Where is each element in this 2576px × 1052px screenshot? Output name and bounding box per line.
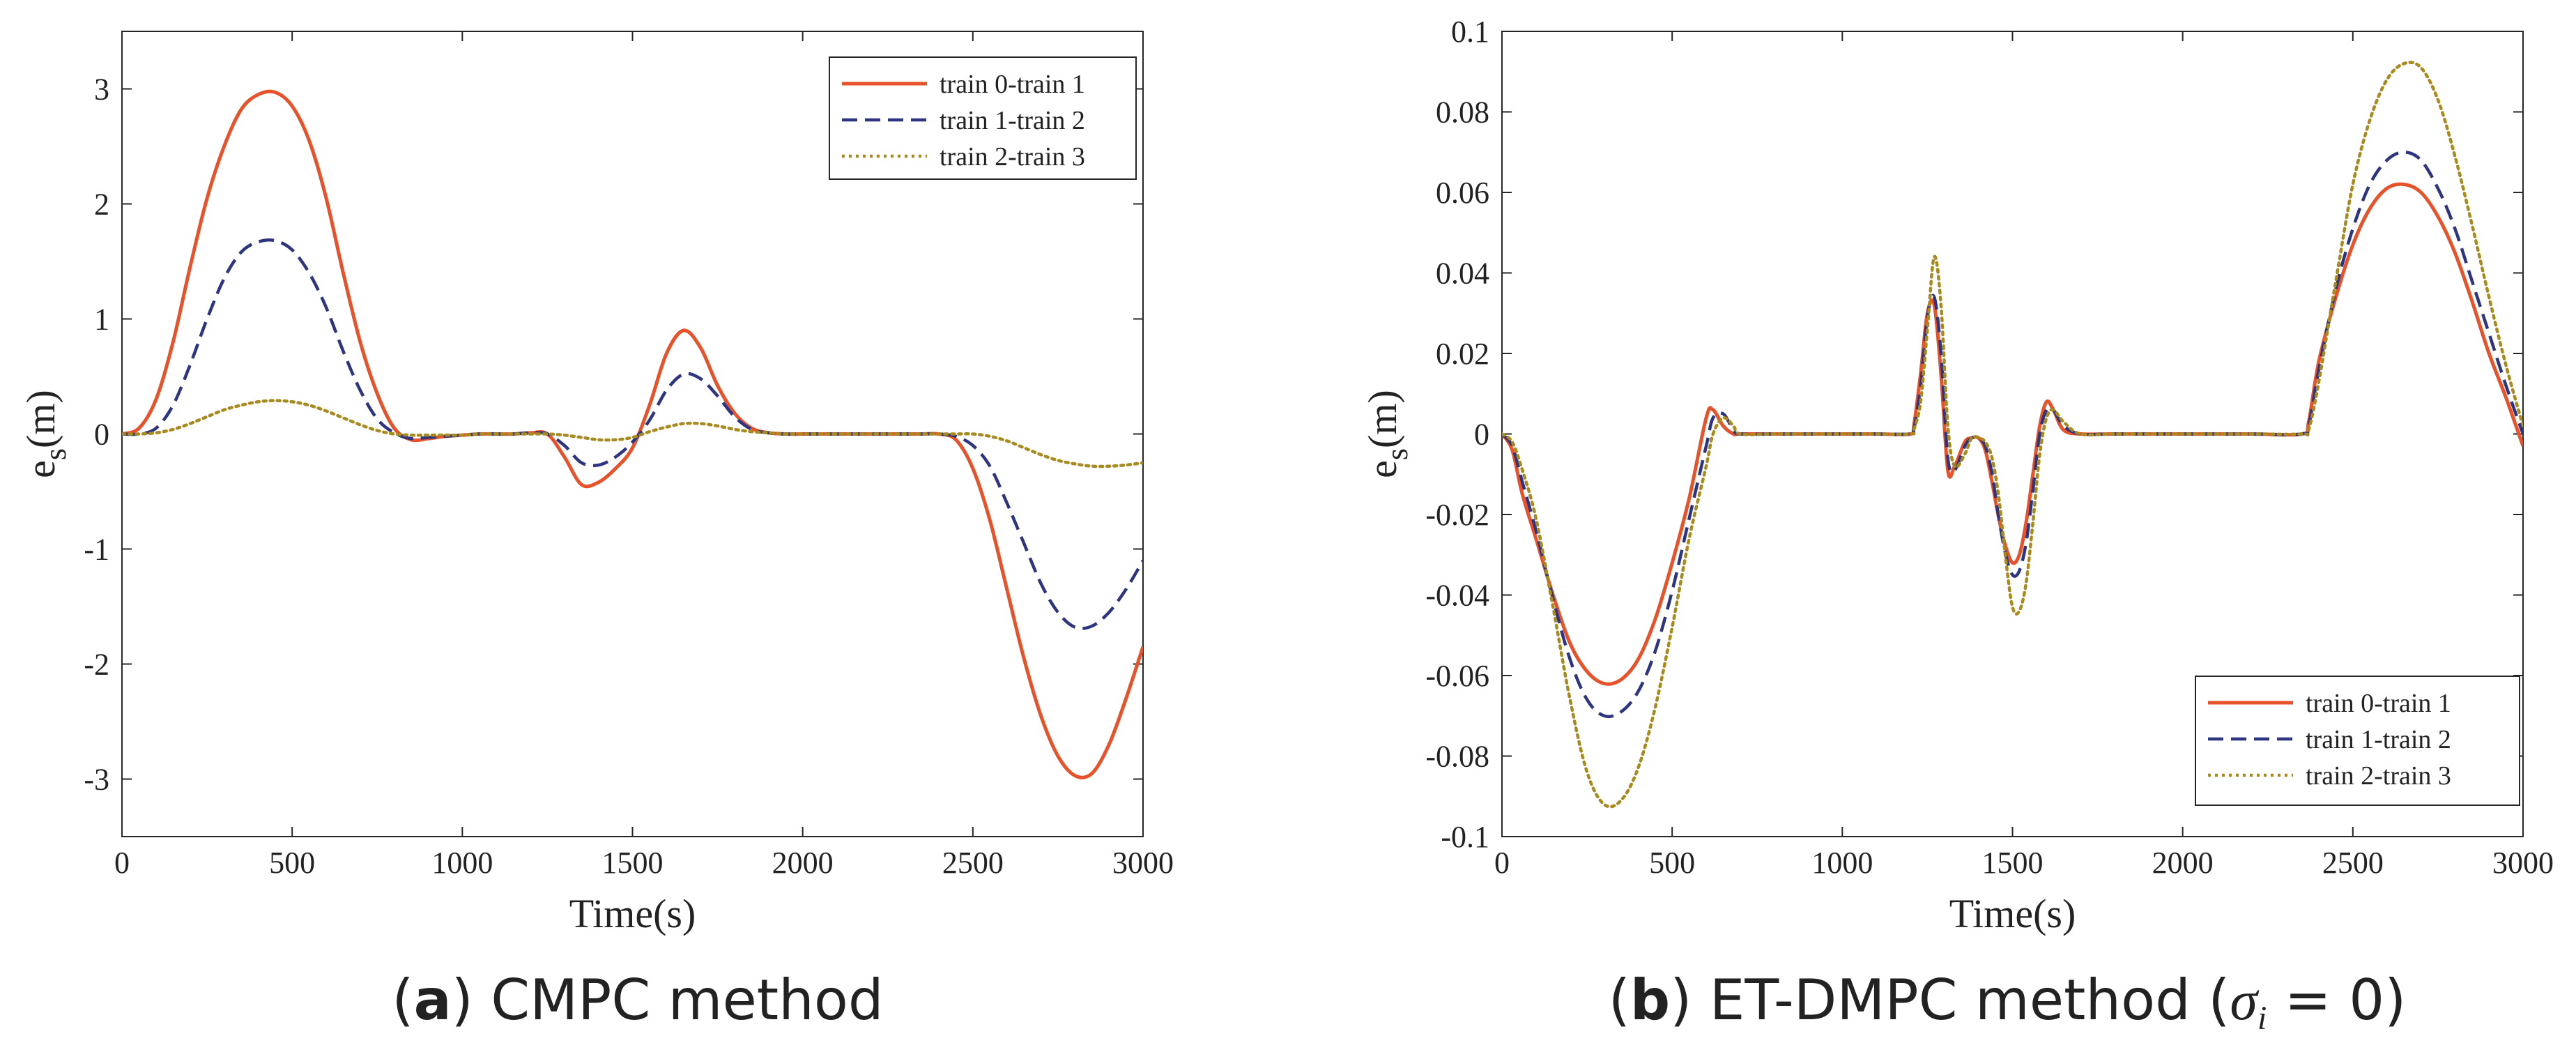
series-line-2 [122,238,1143,630]
y-axis-label-main: e [1360,460,1405,478]
caption-b-sigma: σ [2230,970,2260,1032]
y-tick-label: -0.06 [1425,659,1489,693]
caption-b-prefix: ET-DMPC method ( [1710,968,2230,1032]
y-tick-label: 0.02 [1436,337,1489,371]
x-tick-label: 3000 [1112,846,1174,880]
y-tick-label: -1 [84,533,109,567]
legend-label-3: train 2-train 3 [940,142,1085,171]
y-axis-label: es(m) [18,390,72,478]
y-axis-label-unit: (m) [18,390,63,448]
caption-b: (b) ET-DMPC method (σi = 0) [1609,968,2407,1037]
y-tick-label: 0.1 [1451,15,1489,49]
panel-a-chart: 0 500 1000 1500 2000 2500 3000 -3 -2 -1 0 1 2 3 Time(s… [18,31,1174,936]
y-tick-label: -0.04 [1425,579,1489,613]
x-tick-label: 0 [1494,846,1510,880]
y-tick-label: 0.06 [1436,176,1489,210]
x-tick-label: 2500 [2322,846,2384,880]
y-axis-label-sub: s [38,448,72,460]
x-axis-label: Time(s) [569,891,696,936]
y-tick-label: -0.08 [1425,740,1489,774]
y-tick-label: 2 [94,188,109,222]
caption-a-text: CMPC method [491,968,883,1032]
x-tick-label: 1500 [1982,846,2044,880]
legend-label-2: train 1-train 2 [940,106,1085,135]
y-axis-label-main: e [18,460,63,478]
x-tick-label: 3000 [2492,846,2554,880]
y-axis-label-sub: s [1380,448,1414,460]
caption-a-label: a [414,968,452,1032]
x-tick-label: 2500 [942,846,1004,880]
x-tick-label: 1000 [1811,846,1873,880]
legend-label-1: train 0-train 1 [2306,689,2451,718]
legend-label-2: train 1-train 2 [2306,725,2451,754]
y-tick-label: -3 [84,763,109,797]
legend-label-3: train 2-train 3 [2306,761,2451,791]
y-tick-label: 1 [94,303,109,337]
x-tick-label: 1000 [431,846,493,880]
y-tick-label: 0 [94,418,109,452]
legend-box [829,56,1137,180]
y-tick-label: -0.1 [1441,820,1489,854]
x-tick-label: 500 [269,846,315,880]
y-tick-label: 0.04 [1436,257,1489,291]
y-tick-label: -0.02 [1425,498,1489,532]
caption-b-label: b [1630,968,1670,1032]
caption-b-suffix: = 0) [2267,968,2406,1032]
x-tick-label: 500 [1649,846,1695,880]
x-axis-label: Time(s) [1949,891,2076,936]
series-line-3 [122,399,1143,468]
x-tick-label: 2000 [772,846,834,880]
panel-b-chart: 0 500 1000 1500 2000 2500 3000 -0.1 -0.08 -0.06 -0… [1360,15,2554,936]
series-line-1 [122,89,1143,779]
caption-b-sigma-sub: i [2257,1000,2267,1037]
y-tick-label: -2 [84,648,109,682]
y-axis-label-unit: (m) [1360,390,1405,448]
legend-box [2195,676,2520,806]
x-tick-label: 0 [114,846,130,880]
y-tick-label: 0 [1474,418,1489,452]
x-tick-label: 1500 [602,846,664,880]
caption-a: (a) CMPC method [392,968,883,1032]
y-tick-label: 0.08 [1436,96,1489,130]
x-tick-label: 2000 [2152,846,2214,880]
legend-label-1: train 0-train 1 [940,70,1085,99]
y-axis-label: es(m) [1360,390,1414,478]
series-line-3 [1502,61,2523,809]
y-tick-label: 3 [94,73,109,107]
